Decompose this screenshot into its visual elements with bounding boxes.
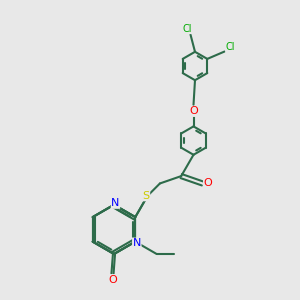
Text: O: O	[108, 274, 117, 285]
Text: S: S	[142, 191, 150, 201]
Text: N: N	[111, 198, 120, 208]
Text: N: N	[133, 238, 141, 248]
Text: Cl: Cl	[183, 24, 192, 34]
Text: O: O	[189, 106, 198, 116]
Text: O: O	[203, 178, 212, 188]
Text: Cl: Cl	[226, 42, 235, 52]
